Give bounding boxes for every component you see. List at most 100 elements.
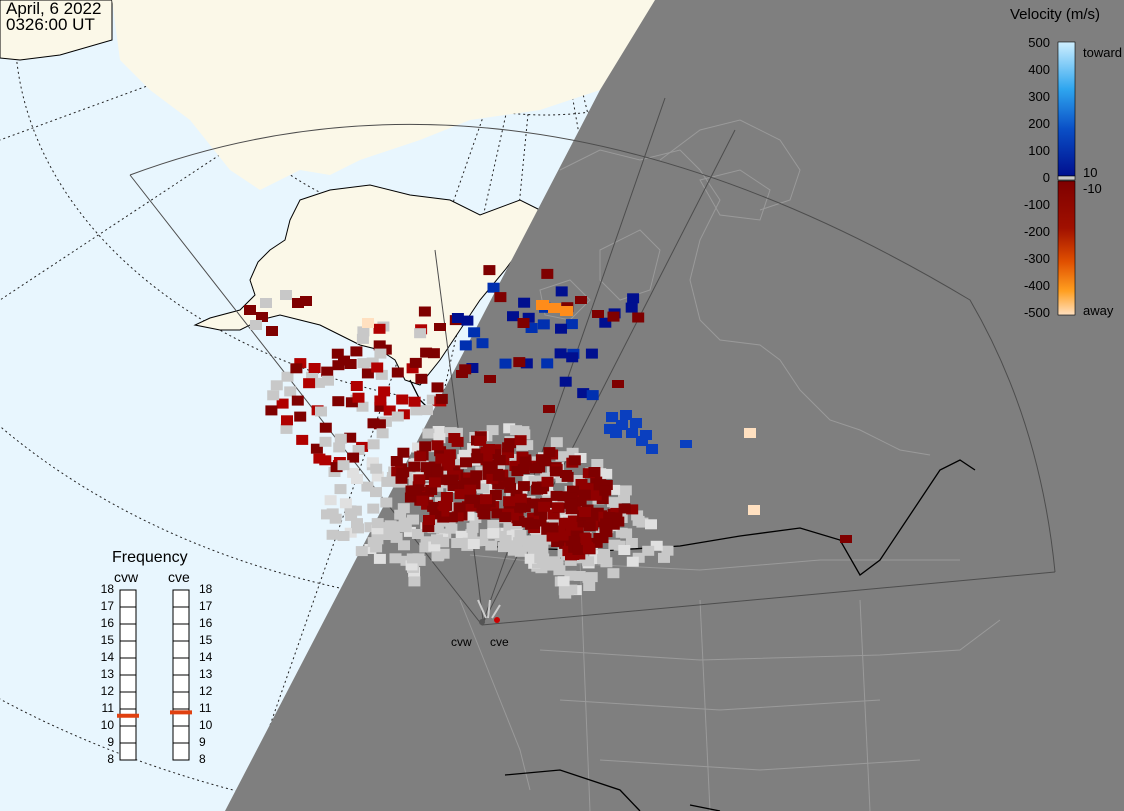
velocity-cell [366,457,379,468]
velocity-cell [434,323,446,331]
velocity-cell [493,455,506,465]
velocity-cell [334,484,347,495]
velocity-cell [437,512,450,523]
velocity-cell [357,358,370,369]
velocity-cell [345,510,358,521]
velocity-cell [487,282,500,293]
frequency-tick-label: 10 [199,718,213,732]
velocity-cell [589,490,602,501]
velocity-cell [435,393,448,404]
velocity-cell [391,367,404,378]
velocity-cell [406,363,419,374]
velocity-cell [567,485,579,496]
velocity-cell [333,442,346,453]
velocity-cell [596,494,609,505]
velocity-cell [367,439,380,450]
velocity-cell [499,358,512,369]
velocity-cell [419,441,432,452]
velocity-cell [642,545,655,556]
time-text: 0326:00 UT [6,15,95,34]
velocity-cell [561,585,574,596]
frequency-tick-label: 11 [101,701,114,715]
velocity-cell [568,536,581,547]
velocity-cell [503,477,516,488]
velocity-cell [441,460,454,471]
velocity-cell [250,320,262,330]
velocity-cell [395,473,408,484]
velocity-cell [419,542,432,553]
velocity-cell [386,472,399,482]
velocity-cell [435,474,448,485]
velocity-cell [517,464,530,475]
velocity-cell [347,467,360,478]
velocity-cell [593,533,606,543]
velocity-cell [431,466,444,477]
velocity-cell [607,497,619,508]
velocity-cell [415,373,428,384]
velocity-cell [565,319,578,330]
date-text: April, 6 2022 [6,0,102,18]
velocity-cell [512,516,525,526]
velocity-cell [459,340,472,351]
velocity-cell [418,306,431,317]
frequency-tick-label: 18 [100,582,114,596]
velocity-cell [373,323,386,334]
velocity-cell [480,446,493,457]
velocity-cell [374,395,387,406]
velocity-cell [594,479,607,490]
velocity-cell [658,552,670,563]
velocity-cell [451,538,464,548]
velocity-cell [464,484,477,495]
radar-site-label-cvw: cvw [451,635,472,649]
velocity-cell [503,423,516,434]
velocity-cell [626,556,639,567]
velocity-cell [585,572,598,583]
velocity-cell [579,533,592,544]
velocity-cell [564,570,577,581]
velocity-cell [428,477,441,488]
velocity-cell [410,405,423,416]
legend-tick-label: 500 [1028,35,1050,50]
velocity-cell [396,467,409,478]
velocity-cell [329,513,342,524]
velocity-cell [456,370,468,378]
velocity-cell [536,543,549,554]
velocity-cell [420,347,433,358]
velocity-cell [485,540,498,551]
velocity-cell [356,401,369,412]
velocity-cell [480,455,493,466]
velocity-cell [447,481,460,491]
velocity-cell [321,366,334,377]
velocity-cell [560,306,573,316]
velocity-cell [502,442,515,453]
velocity-cell [483,265,496,276]
velocity-cell [337,460,350,471]
velocity-cell [462,510,475,521]
velocity-cell [378,386,391,397]
velocity-cell [618,545,631,555]
velocity-cell [351,474,363,484]
velocity-cell [557,576,570,587]
velocity-cell [266,326,278,336]
velocity-cell [466,363,479,373]
velocity-cell [494,292,507,303]
velocity-cell [440,492,453,502]
velocity-cell [541,476,554,487]
velocity-cell [352,445,365,455]
velocity-cell [604,424,616,434]
velocity-cell [597,553,610,564]
velocity-cell [840,535,852,543]
velocity-cell [503,521,516,531]
velocity-cell [582,556,595,567]
velocity-cell [464,494,477,504]
velocity-cell [280,290,292,300]
velocity-cell [518,297,531,308]
velocity-cell [503,496,516,507]
velocity-cell [600,527,613,538]
velocity-cell [398,540,410,551]
velocity-cell [606,412,618,422]
velocity-cell [370,463,383,474]
velocity-cell [528,519,541,530]
velocity-cell [291,395,304,406]
